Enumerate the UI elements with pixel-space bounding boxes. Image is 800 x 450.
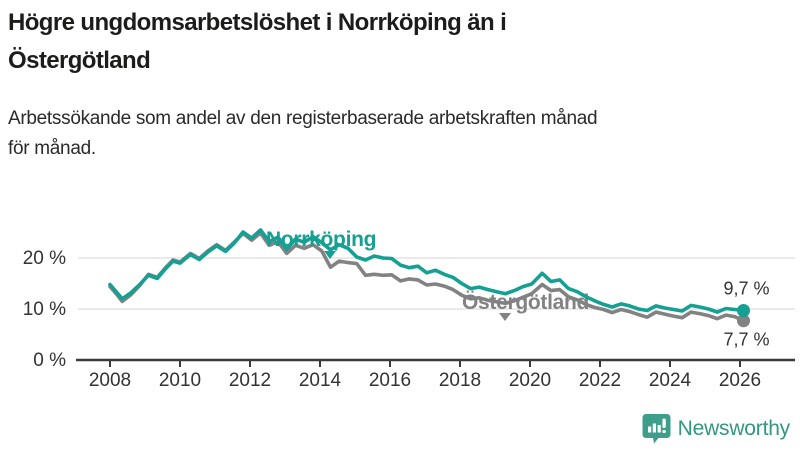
x-tick-label: 2018 xyxy=(439,370,481,391)
title-line-2: Östergötland xyxy=(8,47,151,74)
subtitle-line-2: för månad. xyxy=(8,138,96,159)
y-tick-label: 0 % xyxy=(33,350,66,371)
end-value-label: 7,7 % xyxy=(723,330,769,350)
y-tick-label: 20 % xyxy=(23,248,66,269)
x-tick-label: 2008 xyxy=(89,370,131,391)
y-tick-label: 10 % xyxy=(23,299,66,320)
series-end-dot xyxy=(737,314,750,328)
series-label-arrow-icon xyxy=(499,313,511,321)
ostergotland-line xyxy=(108,231,746,323)
series-label: Östergötland xyxy=(462,291,589,314)
header: Högre ungdomsarbetslöshet i Norrköping ä… xyxy=(8,4,788,164)
newsworthy-logo[interactable]: Newsworthy xyxy=(642,413,790,444)
x-tick-label: 2026 xyxy=(719,370,761,391)
x-tick-label: 2024 xyxy=(649,370,692,391)
bar-chart-speech-bubble-icon xyxy=(642,414,671,444)
series-label: Norrköping xyxy=(266,228,376,251)
title-line-1: Högre ungdomsarbetslöshet i Norrköping ä… xyxy=(8,9,507,36)
page-title: Högre ungdomsarbetslöshet i Norrköping ä… xyxy=(8,4,788,80)
x-tick-label: 2020 xyxy=(509,370,551,391)
norrkoping-line xyxy=(108,228,746,314)
subtitle-line-1: Arbetssökande som andel av den registerb… xyxy=(8,108,598,129)
x-tick-label: 2014 xyxy=(299,370,342,391)
x-tick-label: 2022 xyxy=(579,370,621,391)
x-tick-label: 2010 xyxy=(159,370,201,391)
end-value-label: 9,7 % xyxy=(723,279,769,299)
series-end-dot xyxy=(737,304,750,318)
x-tick-label: 2016 xyxy=(369,370,411,391)
chart-subtitle: Arbetssökande som andel av den registerb… xyxy=(8,104,788,164)
brand-name: Newsworthy xyxy=(677,416,791,440)
x-tick-label: 2012 xyxy=(229,370,271,391)
series-label-arrow-icon xyxy=(324,251,336,259)
